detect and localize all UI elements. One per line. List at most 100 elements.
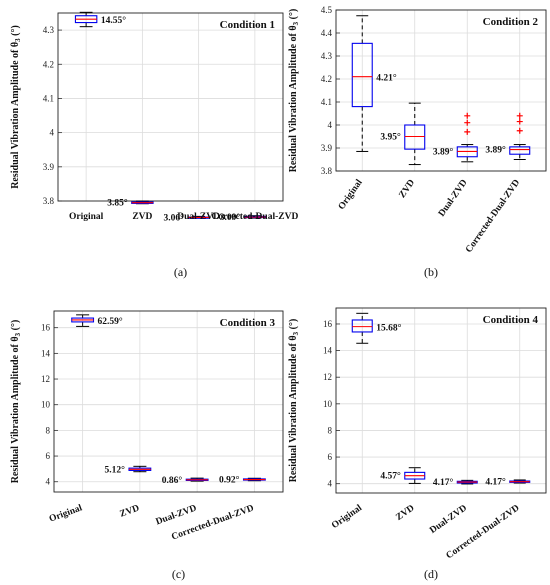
panel-label: (d) — [424, 567, 438, 581]
y-tick-label: 4.1 — [43, 93, 54, 103]
outlier-point — [516, 112, 523, 119]
box-corrected-dual-zvd: 4.17° — [485, 477, 531, 488]
y-tick-label: 3.8 — [43, 196, 55, 206]
box-dual-zvd: 3.89° — [433, 112, 478, 163]
y-tick-label: 4.3 — [321, 51, 333, 61]
x-category-label: Dual-ZVD — [428, 503, 469, 536]
outlier-point — [516, 118, 523, 125]
y-tick-label: 4.3 — [43, 25, 55, 35]
panel-label: (b) — [424, 265, 438, 279]
y-axis-label: Residual Vibration Amplitude of θ3 (°) — [10, 25, 22, 189]
box-original: 15.68° — [351, 312, 402, 344]
y-tick-label: 3.9 — [321, 143, 333, 153]
value-annotation: 62.59° — [98, 316, 123, 327]
y-tick-label: 6 — [328, 452, 333, 462]
x-category-label: Dual-ZVD — [177, 212, 220, 222]
x-category-label: Original — [69, 212, 104, 222]
axes-frame — [335, 307, 547, 494]
box-zvd: 3.95° — [380, 102, 426, 166]
box-zvd: 3.85° — [107, 198, 154, 209]
plot-area — [54, 311, 283, 492]
box-zvd: 4.57° — [380, 467, 426, 484]
value-annotation: 0.92° — [219, 475, 240, 486]
value-annotation: 3.85° — [107, 198, 128, 209]
y-tick-label: 4 — [50, 128, 55, 138]
y-tick-label: 4.2 — [321, 74, 332, 84]
x-category-label: Original — [337, 178, 365, 212]
value-annotation: 4.57° — [380, 471, 401, 482]
y-tick-label: 14 — [323, 346, 333, 356]
y-tick-label: 8 — [46, 425, 51, 435]
axes-frame — [335, 9, 547, 172]
outlier-point — [516, 127, 523, 134]
value-annotation: 5.12° — [105, 464, 126, 475]
box-body — [351, 319, 373, 333]
y-axis-label: Residual Vibration Amplitude of θ3 (°) — [10, 320, 22, 484]
outlier-point — [464, 128, 471, 135]
x-category-label: ZVD — [119, 503, 141, 519]
value-annotation: 14.55° — [101, 15, 126, 26]
y-tick-label: 3.8 — [321, 166, 333, 176]
y-tick-label: 4 — [46, 477, 51, 487]
x-category-label: ZVD — [394, 503, 416, 523]
y-tick-label: 4 — [328, 479, 333, 489]
box-body — [509, 146, 531, 155]
value-annotation: 4.17° — [485, 477, 506, 488]
box-dual-zvd: 4.17° — [433, 477, 478, 488]
y-tick-label: 14 — [41, 348, 51, 358]
x-category-label: Original — [48, 503, 84, 524]
box-corrected-dual-zvd: 3.09° — [220, 212, 267, 223]
x-category-label: ZVD — [398, 178, 418, 200]
y-tick-label: 8 — [328, 425, 333, 435]
box-corrected-dual-zvd: 3.89° — [485, 112, 531, 160]
x-category-label: Corrected-Dual-ZVD — [464, 178, 522, 255]
x-category-label: ZVD — [132, 212, 152, 222]
outlier-point — [464, 119, 471, 126]
plot-area — [58, 13, 283, 201]
x-category-label: Dual-ZVD — [437, 178, 470, 219]
chart-panel-3: 4 6 8 10 12 14 16 62.59° 5.12° 0.86° 0.92° Original… — [10, 310, 284, 581]
y-axis-label: Residual Vibration Amplitude of θ3 (°) — [288, 9, 300, 173]
chart-title: Condition 3 — [220, 317, 276, 329]
y-tick-label: 4.2 — [43, 59, 54, 69]
x-category-label: Dual-ZVD — [155, 503, 199, 527]
panel-label: (a) — [174, 265, 187, 279]
chart-panel-4: 4 6 8 10 12 14 16 15.68° 4.57° 4.17° 4.17° Original… — [288, 307, 547, 581]
box-dual-zvd: 0.86° — [162, 475, 209, 486]
y-tick-label: 4.5 — [321, 5, 333, 15]
box-body — [404, 124, 426, 150]
y-tick-label: 4 — [328, 120, 333, 130]
y-tick-label: 10 — [41, 400, 51, 410]
value-annotation: 0.86° — [162, 475, 183, 486]
x-category-label: Original — [330, 503, 364, 531]
x-category-label: Corrected-Dual-ZVD — [211, 212, 298, 222]
value-annotation: 3.95° — [380, 132, 401, 143]
y-tick-label: 4.1 — [321, 97, 332, 107]
panel-label: (c) — [172, 567, 185, 581]
y-tick-label: 12 — [323, 372, 332, 382]
axes-frame — [53, 310, 284, 493]
chart-panel-2: 3.8 3.9 4 4.1 4.2 4.3 4.4 4.5 4.21° 3.95° 3.89° 3.8… — [288, 5, 547, 279]
y-tick-label: 10 — [323, 399, 333, 409]
chart-title: Condition 1 — [220, 19, 275, 31]
box-body — [351, 42, 373, 108]
box-original: 62.59° — [71, 314, 123, 327]
value-annotation: 3.09° — [220, 212, 241, 223]
value-annotation: 15.68° — [376, 323, 401, 334]
value-annotation: 4.17° — [433, 477, 454, 488]
chart-title: Condition 4 — [483, 314, 539, 326]
axes-frame — [57, 12, 284, 202]
value-annotation: 3.06° — [164, 212, 185, 223]
box-original: 4.21° — [351, 15, 397, 152]
chart-panel-1: 3.8 3.9 4 4.1 4.2 4.3 14.55° 3.85° 3.06° 3.09° Ori… — [10, 11, 298, 279]
outlier-point — [464, 112, 471, 119]
chart-title: Condition 2 — [483, 16, 539, 28]
plot-area — [336, 10, 546, 171]
plot-area — [336, 308, 546, 493]
y-tick-label: 6 — [46, 451, 51, 461]
y-tick-label: 16 — [41, 323, 51, 333]
value-annotation: 3.89° — [433, 146, 454, 157]
box-dual-zvd: 3.06° — [164, 212, 210, 223]
y-axis-label: Residual Vibration Amplitude of θ3 (°) — [288, 319, 300, 483]
